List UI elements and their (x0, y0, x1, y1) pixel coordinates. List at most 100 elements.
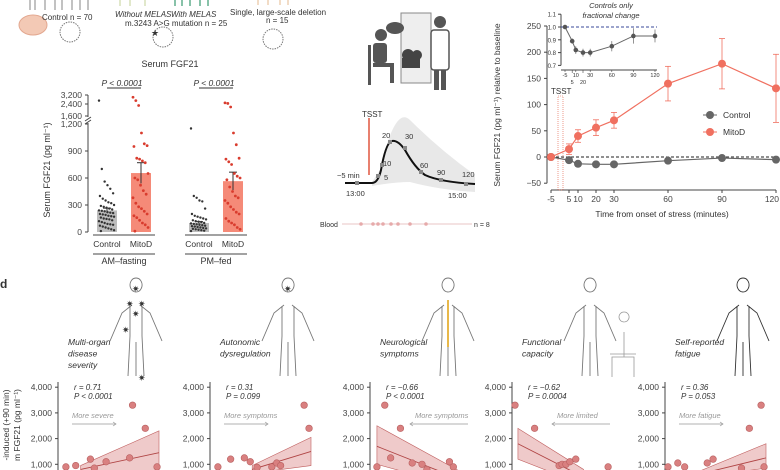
data-point (132, 145, 136, 148)
data-point (142, 142, 146, 146)
data-point (189, 229, 193, 233)
bar-chart-title: Serum FGF21 (141, 59, 198, 69)
arrowhead-icon (551, 421, 556, 427)
data-point (135, 156, 139, 160)
data-point (103, 210, 106, 213)
data-point (235, 226, 239, 229)
data-point (237, 156, 241, 160)
data-point (233, 223, 236, 227)
y-tick-label: 150 (527, 73, 541, 83)
data-point (104, 226, 107, 229)
legend-marker-mitod (706, 128, 714, 136)
data-point (193, 214, 196, 217)
data-point (141, 189, 145, 193)
cortisol-response-band (372, 117, 475, 192)
y-tick-label: 4,000 (638, 382, 660, 392)
scatter-point (530, 424, 539, 432)
r-value: r = 0.71 (74, 383, 101, 392)
data-point (110, 202, 113, 205)
serum-fgf21-bar-chart: Serum FGF21 Serum FGF21 (pg ml⁻¹) 0 300 60… (42, 59, 247, 266)
body-outline-path (261, 277, 315, 377)
data-point (139, 183, 142, 187)
y-tick-label: 2,000 (343, 434, 365, 444)
data-point (132, 214, 136, 218)
correlation-panel-3: Neurological symptoms 1,000 2,000 3,000 4,000… (343, 277, 475, 470)
x-tick-label: -5 (547, 194, 555, 204)
bar-mitod (223, 181, 243, 232)
panel-label-line: disease (68, 349, 98, 359)
body-outline-path (421, 277, 475, 377)
inset-x-tick-label: 90 (630, 73, 636, 79)
data-point (236, 196, 240, 200)
blood-label: Blood (320, 222, 338, 229)
data-point (107, 201, 110, 204)
data-point (111, 192, 115, 195)
data-point (103, 221, 106, 225)
data-point-mitod (547, 153, 555, 161)
scatter-point (102, 458, 110, 466)
data-point (189, 222, 193, 225)
data-point (193, 225, 196, 228)
y-tick-label: 0 (536, 152, 541, 162)
data-point (197, 220, 200, 223)
scatter-point (268, 463, 276, 470)
x-tick-label: 20 (591, 194, 601, 204)
data-point-control (772, 155, 780, 164)
confidence-band (251, 436, 312, 470)
data-point (224, 157, 228, 161)
data-point (237, 212, 241, 216)
deletion-n-label: n = 15 (266, 16, 289, 25)
scatter-point (305, 424, 313, 432)
scatter-point (745, 424, 753, 432)
axis-break-icon (84, 116, 92, 125)
panel-label-line: fatigue (675, 349, 701, 359)
symptom-star-icon: ✷ (284, 284, 292, 294)
data-point (109, 187, 112, 190)
mitochondrion-icon (18, 14, 48, 36)
data-point (103, 180, 106, 183)
data-point (226, 102, 230, 105)
category-label: MitoD (222, 239, 244, 249)
legend-label: MitoD (723, 127, 745, 137)
y-tick-label: 2,400 (61, 99, 83, 109)
inset-y-tick-label: 0.9 (548, 38, 557, 44)
data-point-control (664, 156, 672, 165)
confidence-band (376, 425, 459, 470)
data-point (200, 220, 203, 224)
scatter-point (227, 455, 235, 463)
data-point (194, 228, 197, 231)
data-point (145, 144, 149, 148)
blood-n-label: n = 8 (474, 222, 490, 229)
data-point (227, 160, 231, 164)
data-point (145, 212, 149, 216)
scatter-point (90, 464, 98, 470)
sample-marker (439, 178, 443, 182)
sample-time-label: 5 (384, 173, 388, 182)
panel-label-line: capacity (522, 349, 554, 359)
data-point (191, 219, 195, 222)
symptom-star-icon: ✷ (138, 299, 146, 309)
scatter-point (418, 460, 426, 468)
inset-x-tick-label: 30 (587, 73, 593, 79)
arrowhead-icon (719, 421, 724, 427)
scatter-point (387, 454, 395, 462)
x-tick-label: 120 (765, 194, 779, 204)
correlation-panels: ✷✷ ✷✷✷✷Multi-organdiseaseseverity1,0002,0… (31, 277, 770, 470)
regression-line (714, 457, 767, 470)
body-outline-path (109, 277, 163, 377)
data-point (109, 223, 112, 226)
data-point (105, 206, 108, 209)
y-tick-label: 4,000 (31, 382, 53, 392)
data-point (142, 209, 146, 213)
data-point (98, 212, 102, 216)
deletion-people-icon (257, 0, 289, 5)
direction-label: More limited (557, 411, 599, 420)
data-point (133, 229, 137, 233)
correlation-panel-4: Functional capacity 1,000 2,000 3,000 4,000 r … (485, 277, 636, 470)
data-point (109, 211, 112, 214)
data-point (138, 157, 141, 161)
y-tick-label: 3,000 (638, 408, 660, 418)
y-tick-label: −50 (527, 178, 542, 188)
y-tick-label: 3,000 (485, 408, 507, 418)
